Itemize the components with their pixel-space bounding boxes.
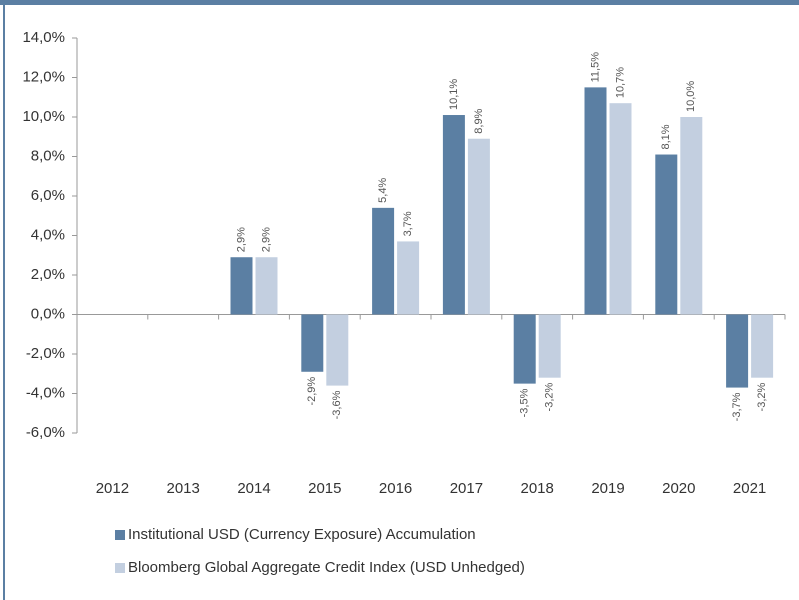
legend-swatch [115,530,125,540]
y-tick-label: 12,0% [22,68,65,85]
data-label: 11,5% [589,52,601,83]
bar [609,103,632,315]
data-label: -2,9% [306,377,318,406]
bar [655,154,678,315]
x-tick-label: 2019 [591,480,624,497]
bar [255,257,278,315]
data-label: -3,6% [331,390,343,419]
left-border [3,0,5,600]
data-label: 5,4% [377,178,389,203]
legend-swatch [115,563,125,573]
y-tick-label: 8,0% [31,147,65,164]
bar [230,257,253,315]
bar [467,138,490,315]
y-tick-label: 10,0% [22,108,65,125]
data-label: 10,0% [685,81,697,112]
x-tick-label: 2021 [733,480,766,497]
bar [584,87,607,315]
y-tick-label: 0,0% [31,305,65,322]
bar [513,314,536,384]
data-label: 10,7% [614,67,626,98]
y-tick-label: 4,0% [31,226,65,243]
x-tick-label: 2020 [662,480,695,497]
top-border [0,0,799,5]
bar [397,241,420,315]
bar [326,314,349,386]
data-label: 8,1% [660,124,672,149]
x-tick-label: 2017 [450,480,483,497]
data-label: -3,7% [731,392,743,421]
bar [726,314,749,388]
y-tick-label: 2,0% [31,266,65,283]
bar [538,314,561,378]
bar [442,115,465,315]
legend-label: Bloomberg Global Aggregate Credit Index … [128,559,525,576]
data-label: 3,7% [402,211,414,236]
bar [751,314,774,378]
x-tick-label: 2016 [379,480,412,497]
y-tick-label: 14,0% [22,29,65,46]
y-tick-label: -2,0% [26,345,65,362]
y-tick-label: 6,0% [31,187,65,204]
y-tick-label: -4,0% [26,384,65,401]
data-label: 2,9% [260,227,272,252]
data-label: 10,1% [448,79,460,110]
data-label: 8,9% [473,108,485,133]
x-tick-label: 2014 [237,480,270,497]
legend-label: Institutional USD (Currency Exposure) Ac… [128,526,476,543]
data-label: 2,9% [235,227,247,252]
x-tick-label: 2013 [167,480,200,497]
bar [680,117,703,315]
x-tick-label: 2012 [96,480,129,497]
data-label: -3,2% [544,382,556,411]
x-tick-label: 2018 [521,480,554,497]
y-tick-label: -6,0% [26,424,65,441]
data-label: -3,5% [519,388,531,417]
data-label: -3,2% [756,382,768,411]
bar [372,207,395,315]
x-tick-label: 2015 [308,480,341,497]
bar [301,314,324,372]
